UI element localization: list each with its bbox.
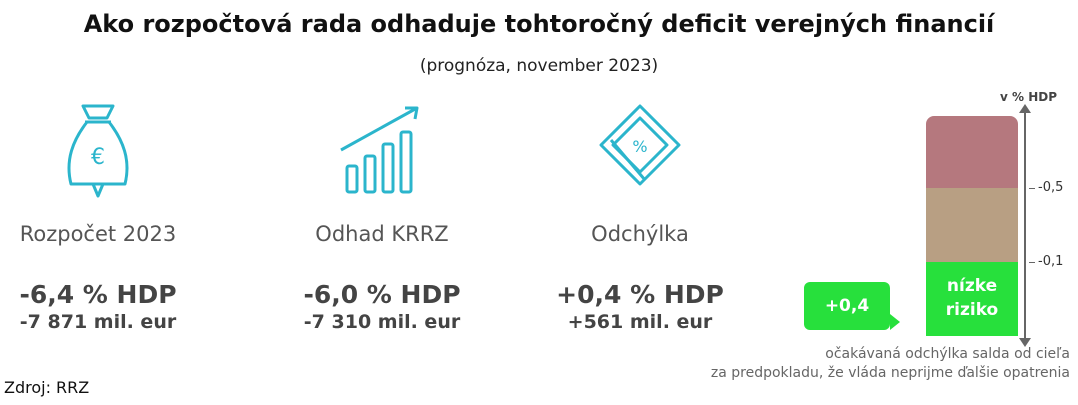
tick-label: -0,1 <box>1038 254 1064 269</box>
deviation-callout: +0,4 <box>804 282 890 330</box>
risk-note-line1: očakávaná odchýlka salda od cieľa <box>825 346 1070 362</box>
risk-note: očakávaná odchýlka salda od cieľa za pre… <box>711 345 1070 383</box>
risk-note-line2: za predpokladu, že vláda neprijme ďalšie… <box>710 365 1070 381</box>
page-title: Ako rozpočtová rada odhaduje tohtoročný … <box>83 10 995 38</box>
axis-arrow-down-icon <box>1019 338 1031 347</box>
column-label: Rozpočet 2023 <box>19 222 177 246</box>
callout-pointer <box>890 314 900 330</box>
bar-chart-growth-icon <box>340 106 419 194</box>
axis-arrow-up-icon <box>1019 104 1031 113</box>
budget-column: € Rozpočet 2023 -6,4 % HDP -7 871 mil. e… <box>0 100 228 333</box>
low-risk-segment: nízke riziko <box>926 262 1018 336</box>
column-label: Odhad KRRZ <box>315 222 449 246</box>
low-risk-label-line1: nízke <box>946 276 998 296</box>
tick-label: -0,5 <box>1038 180 1064 195</box>
svg-text:€: € <box>91 145 105 170</box>
column-label: Odchýlka <box>591 222 689 246</box>
high-risk-segment <box>926 116 1018 188</box>
column-percent: -6,4 % HDP <box>19 280 177 309</box>
column-percent: -6,0 % HDP <box>303 280 461 309</box>
risk-scale: v % HDP nízke riziko -0,5 -0,1 +0,4 <box>800 86 1070 386</box>
column-eur: +561 mil. eur <box>567 311 713 333</box>
tick-mark <box>1029 262 1035 263</box>
risk-unit-label: v % HDP <box>1000 90 1057 104</box>
column-eur: -7 310 mil. eur <box>303 311 461 333</box>
estimate-column: Odhad KRRZ -6,0 % HDP -7 310 mil. eur <box>252 100 512 333</box>
svg-text:%: % <box>632 137 647 156</box>
deviation-column: % Odchýlka +0,4 % HDP +561 mil. eur <box>510 100 770 333</box>
source-label: Zdroj: RRZ <box>4 378 90 397</box>
column-percent: +0,4 % HDP <box>556 280 724 309</box>
percent-tag-icon: % <box>599 104 681 186</box>
money-bag-euro-icon: € <box>67 104 129 198</box>
tick-mark <box>1029 188 1035 189</box>
page-subtitle: (prognóza, november 2023) <box>419 56 659 76</box>
low-risk-label-line2: riziko <box>945 300 999 320</box>
medium-risk-segment <box>926 188 1018 262</box>
column-eur: -7 871 mil. eur <box>19 311 177 333</box>
risk-axis <box>1024 108 1026 340</box>
